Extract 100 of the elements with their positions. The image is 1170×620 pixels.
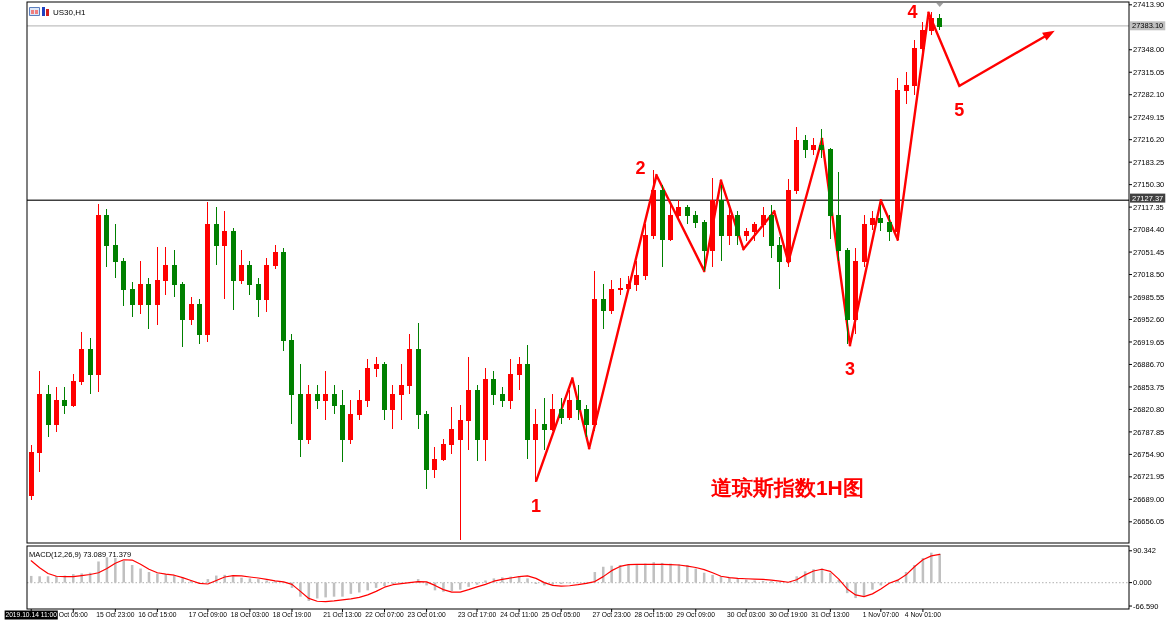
candlestick xyxy=(643,223,648,281)
candlestick xyxy=(710,177,715,268)
candlestick xyxy=(155,246,160,326)
candlestick xyxy=(937,13,942,31)
candlestick xyxy=(357,389,362,421)
candlestick xyxy=(348,399,353,445)
candlestick xyxy=(432,446,437,479)
candlestick xyxy=(576,384,581,421)
annotation: 1 xyxy=(530,495,541,516)
candlestick xyxy=(104,208,109,268)
candlestick xyxy=(390,384,395,430)
candlestick xyxy=(836,171,841,262)
candlestick xyxy=(895,77,900,242)
line-series xyxy=(30,553,941,603)
candlestick xyxy=(289,333,294,425)
candlestick xyxy=(332,384,337,415)
candlestick xyxy=(71,373,76,408)
candlestick xyxy=(533,408,538,483)
candlestick xyxy=(441,438,446,462)
candlestick xyxy=(609,279,614,315)
candlestick xyxy=(29,444,34,501)
candlestick xyxy=(634,260,639,292)
candlestick xyxy=(559,397,564,425)
candlestick xyxy=(626,275,631,292)
candlestick xyxy=(247,260,252,296)
candlestick xyxy=(803,134,808,159)
candlestick xyxy=(601,283,606,330)
candlestick xyxy=(727,206,732,246)
candlestick xyxy=(37,370,42,473)
candlestick xyxy=(525,344,530,460)
candlestick xyxy=(517,356,522,391)
annotation: 5 xyxy=(954,100,965,121)
candlestick xyxy=(449,406,454,455)
candlestick xyxy=(264,257,269,313)
candlestick xyxy=(121,257,126,307)
candlestick xyxy=(618,277,623,296)
candlestick xyxy=(735,210,740,246)
candlestick xyxy=(323,370,328,421)
candlestick xyxy=(424,410,429,490)
candlestick xyxy=(214,206,219,266)
candlestick xyxy=(315,384,320,410)
candlestick xyxy=(845,247,850,345)
candlestick xyxy=(744,227,749,242)
candlestick xyxy=(256,277,261,318)
candlestick xyxy=(819,128,824,159)
candlestick xyxy=(281,247,286,352)
candlestick xyxy=(693,210,698,229)
candlestick xyxy=(239,249,244,285)
candlestick xyxy=(794,126,799,195)
candlestick xyxy=(113,223,118,279)
annotation: 4 xyxy=(907,2,918,23)
candlestick xyxy=(273,244,278,270)
candlestick xyxy=(752,221,757,242)
candlestick xyxy=(416,322,421,430)
candlestick xyxy=(567,389,572,421)
candlestick xyxy=(146,277,151,330)
candlestick xyxy=(340,389,345,463)
candlestick xyxy=(912,39,917,96)
candlestick xyxy=(929,11,934,36)
candlestick xyxy=(887,214,892,242)
candlestick xyxy=(660,184,665,268)
candlestick xyxy=(189,296,194,326)
candlestick xyxy=(500,386,505,408)
candlestick xyxy=(828,147,833,240)
candlestick xyxy=(853,247,858,335)
candlestick xyxy=(719,184,724,262)
candlestick xyxy=(163,246,168,296)
candlestick xyxy=(172,249,177,298)
candlestick xyxy=(130,281,135,318)
candlestick xyxy=(475,384,480,462)
candlestick xyxy=(298,363,303,458)
candlestick xyxy=(769,204,774,259)
candlestick xyxy=(862,214,867,268)
text: US30,H1 xyxy=(53,7,87,17)
candlestick xyxy=(550,393,555,432)
candlestick xyxy=(306,384,311,445)
annotation: 道琼斯指数1H图 xyxy=(710,475,864,499)
candlestick xyxy=(399,363,404,421)
candlestick xyxy=(786,178,791,268)
candlestick xyxy=(878,204,883,232)
candlestick xyxy=(96,203,101,393)
candlestick xyxy=(777,236,782,290)
candlestick xyxy=(491,370,496,406)
candlestick xyxy=(382,361,387,421)
candlestick xyxy=(46,384,51,438)
candlestick xyxy=(138,260,143,315)
candlestick xyxy=(88,337,93,395)
annotation: 3 xyxy=(844,359,855,380)
candlestick xyxy=(811,137,816,156)
candlestick xyxy=(542,397,547,451)
candlestick xyxy=(761,206,766,238)
candlestick xyxy=(231,227,236,311)
annotation: 2 xyxy=(635,157,646,178)
candlestick xyxy=(466,356,471,451)
candlestick xyxy=(508,358,513,410)
candlestick xyxy=(592,270,597,432)
candlestick xyxy=(197,298,202,345)
candlestick xyxy=(222,210,227,300)
candlestick xyxy=(685,204,690,225)
candlestick xyxy=(676,199,681,221)
